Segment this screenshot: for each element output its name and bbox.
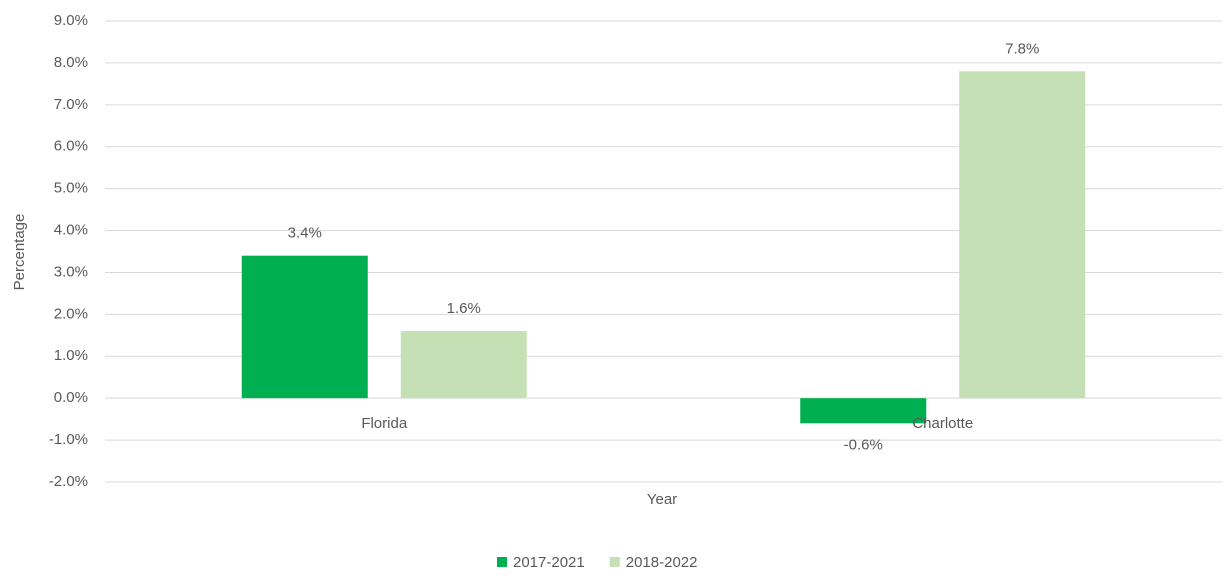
legend-swatch <box>609 557 620 567</box>
y-tick-label: 9.0% <box>54 12 88 29</box>
y-tick-label: -2.0% <box>49 473 88 490</box>
bar <box>959 71 1086 399</box>
bar <box>241 255 368 399</box>
legend-label: 2018-2022 <box>626 554 698 571</box>
x-axis-label: Year <box>647 491 677 508</box>
y-tick-label: 4.0% <box>54 222 88 239</box>
data-label: 3.4% <box>288 225 322 242</box>
legend-label: 2017-2021 <box>513 554 585 571</box>
y-tick-label: -1.0% <box>49 431 88 448</box>
y-tick-label: 5.0% <box>54 180 88 197</box>
y-tick-label: 8.0% <box>54 54 88 71</box>
y-tick-label: 3.0% <box>54 263 88 280</box>
y-tick-label: 6.0% <box>54 138 88 155</box>
x-tick-label: Florida <box>361 415 408 432</box>
bar <box>800 398 927 424</box>
y-axis-label: Percentage <box>11 214 28 291</box>
bar <box>400 331 527 399</box>
legend-swatch <box>497 557 507 567</box>
y-tick-label: 0.0% <box>54 389 88 406</box>
data-label: 1.6% <box>447 300 481 317</box>
y-tick-label: 7.0% <box>54 96 88 113</box>
y-tick-label: 2.0% <box>54 305 88 322</box>
data-label: 7.8% <box>1005 40 1039 57</box>
y-tick-label: 1.0% <box>54 347 88 364</box>
x-tick-label: Charlotte <box>912 415 973 432</box>
data-label: -0.6% <box>844 436 883 453</box>
